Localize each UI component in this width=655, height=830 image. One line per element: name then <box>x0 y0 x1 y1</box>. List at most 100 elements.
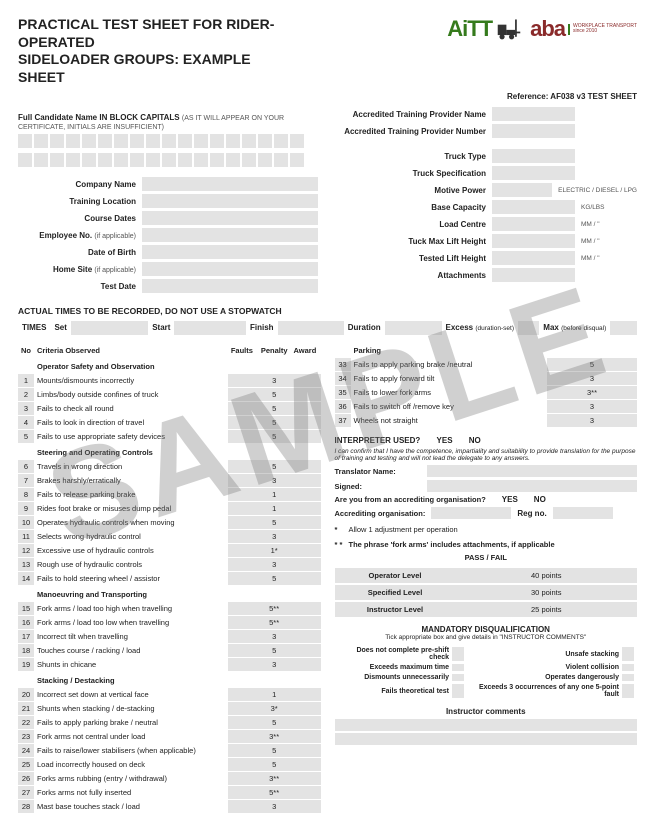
faults-cell[interactable] <box>228 616 258 629</box>
input-field[interactable] <box>142 245 318 259</box>
input-field[interactable] <box>142 228 318 242</box>
award-cell[interactable] <box>291 658 321 671</box>
award-cell[interactable] <box>291 572 321 585</box>
award-cell[interactable] <box>607 386 637 399</box>
dq-checkbox[interactable] <box>452 684 464 698</box>
input-field[interactable] <box>492 166 575 180</box>
input-field[interactable] <box>142 211 318 225</box>
faults-cell[interactable] <box>228 430 258 443</box>
icomm-line[interactable] <box>335 719 638 731</box>
faults-cell[interactable] <box>228 558 258 571</box>
award-cell[interactable] <box>291 602 321 615</box>
dq-checkbox[interactable] <box>622 674 634 681</box>
award-cell[interactable] <box>291 744 321 757</box>
award-cell[interactable] <box>291 630 321 643</box>
time-col-field[interactable] <box>610 321 637 335</box>
input-field[interactable] <box>492 200 575 214</box>
acc-yes[interactable]: YES <box>502 495 518 504</box>
dq-checkbox[interactable] <box>452 674 464 681</box>
faults-cell[interactable] <box>228 630 258 643</box>
award-cell[interactable] <box>607 358 637 371</box>
input-field[interactable] <box>492 107 575 121</box>
award-cell[interactable] <box>607 400 637 413</box>
award-cell[interactable] <box>291 772 321 785</box>
faults-cell[interactable] <box>228 758 258 771</box>
regno-field[interactable] <box>553 507 613 519</box>
faults-cell[interactable] <box>228 786 258 799</box>
dq-checkbox[interactable] <box>622 684 634 698</box>
faults-cell[interactable] <box>228 516 258 529</box>
faults-cell[interactable] <box>228 402 258 415</box>
input-field[interactable] <box>492 234 575 248</box>
award-cell[interactable] <box>291 800 321 813</box>
faults-cell[interactable] <box>228 744 258 757</box>
faults-cell[interactable] <box>228 644 258 657</box>
award-cell[interactable] <box>291 544 321 557</box>
faults-cell[interactable] <box>228 688 258 701</box>
award-cell[interactable] <box>291 688 321 701</box>
input-field[interactable] <box>492 268 575 282</box>
translator-name-field[interactable] <box>427 465 638 477</box>
name-boxes-row1[interactable] <box>18 134 318 150</box>
time-col-field[interactable] <box>174 321 246 335</box>
faults-cell[interactable] <box>228 730 258 743</box>
input-field[interactable] <box>142 262 318 276</box>
time-col-field[interactable] <box>518 321 539 335</box>
award-cell[interactable] <box>291 416 321 429</box>
acc-org-field[interactable] <box>431 507 511 519</box>
input-field[interactable] <box>142 177 318 191</box>
faults-cell[interactable] <box>228 530 258 543</box>
faults-cell[interactable] <box>228 772 258 785</box>
award-cell[interactable] <box>291 430 321 443</box>
time-col-field[interactable] <box>71 321 148 335</box>
award-cell[interactable] <box>291 502 321 515</box>
award-cell[interactable] <box>291 374 321 387</box>
faults-cell[interactable] <box>228 502 258 515</box>
faults-cell[interactable] <box>228 388 258 401</box>
faults-cell[interactable] <box>228 658 258 671</box>
dq-checkbox[interactable] <box>452 664 464 671</box>
faults-cell[interactable] <box>228 572 258 585</box>
icomm-line[interactable] <box>335 733 638 745</box>
input-field[interactable] <box>492 217 575 231</box>
award-cell[interactable] <box>291 786 321 799</box>
time-col-field[interactable] <box>278 321 344 335</box>
award-cell[interactable] <box>291 616 321 629</box>
award-cell[interactable] <box>291 758 321 771</box>
award-cell[interactable] <box>291 388 321 401</box>
faults-cell[interactable] <box>547 358 577 371</box>
faults-cell[interactable] <box>547 386 577 399</box>
faults-cell[interactable] <box>228 416 258 429</box>
award-cell[interactable] <box>291 558 321 571</box>
input-field[interactable] <box>492 251 575 265</box>
dq-checkbox[interactable] <box>622 647 634 661</box>
award-cell[interactable] <box>291 730 321 743</box>
faults-cell[interactable] <box>228 474 258 487</box>
award-cell[interactable] <box>607 372 637 385</box>
faults-cell[interactable] <box>228 460 258 473</box>
faults-cell[interactable] <box>228 544 258 557</box>
name-boxes-row2[interactable] <box>18 153 318 169</box>
faults-cell[interactable] <box>228 488 258 501</box>
dq-checkbox[interactable] <box>622 664 634 671</box>
faults-cell[interactable] <box>228 374 258 387</box>
award-cell[interactable] <box>607 414 637 427</box>
time-col-field[interactable] <box>385 321 442 335</box>
award-cell[interactable] <box>291 474 321 487</box>
award-cell[interactable] <box>291 702 321 715</box>
signed-field[interactable] <box>427 480 638 492</box>
award-cell[interactable] <box>291 488 321 501</box>
award-cell[interactable] <box>291 516 321 529</box>
faults-cell[interactable] <box>547 414 577 427</box>
input-field[interactable] <box>142 279 318 293</box>
faults-cell[interactable] <box>547 400 577 413</box>
faults-cell[interactable] <box>547 372 577 385</box>
interp-yes[interactable]: YES <box>437 436 453 445</box>
faults-cell[interactable] <box>228 716 258 729</box>
input-field[interactable] <box>492 149 575 163</box>
input-field[interactable] <box>492 183 552 197</box>
award-cell[interactable] <box>291 716 321 729</box>
dq-checkbox[interactable] <box>452 647 464 661</box>
input-field[interactable] <box>492 124 575 138</box>
award-cell[interactable] <box>291 402 321 415</box>
